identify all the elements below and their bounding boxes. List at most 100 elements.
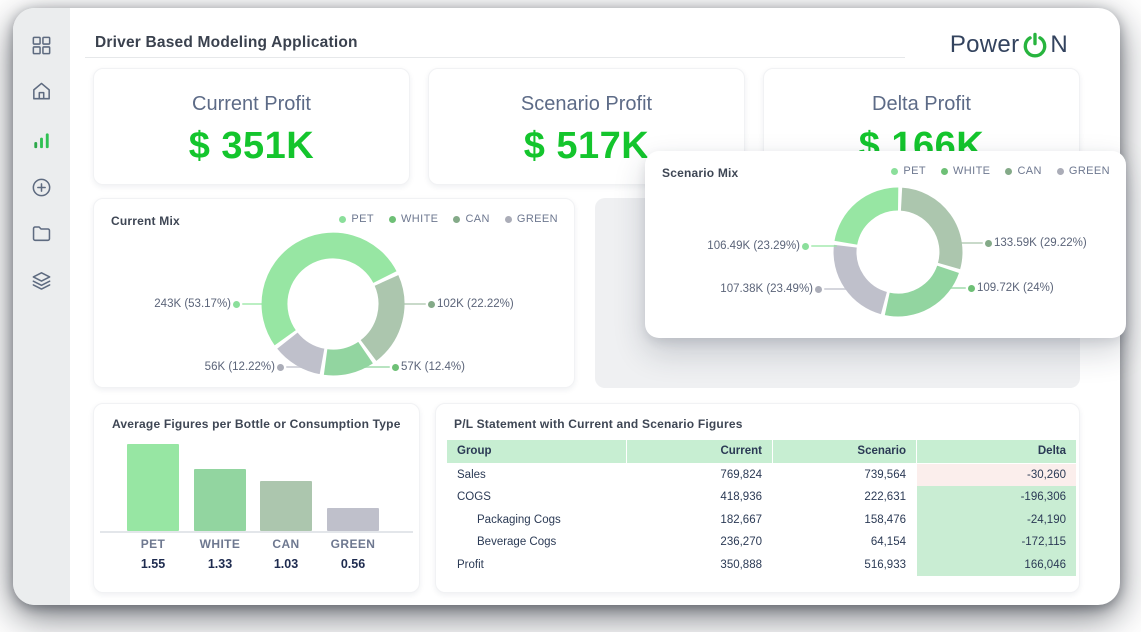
callout-line [824, 288, 850, 290]
page-title: Driver Based Modeling Application [95, 34, 358, 51]
table-cell-scenario: 222,631 [864, 491, 906, 503]
table-cell-current: 182,667 [720, 513, 762, 526]
sidebar-item-layers[interactable] [25, 263, 59, 297]
avg-figures-card: Average Figures per Bottle or Consumptio… [93, 403, 420, 593]
table-header-cell: Current [627, 440, 772, 463]
table-row: COGS 418,936 222,631 -196,306 [447, 486, 1076, 509]
donut-callout-pet: 243K (53.17%) [154, 296, 268, 312]
bar-can[interactable] [260, 481, 312, 531]
callout-line [242, 303, 268, 305]
table-cell-delta: -196,306 [917, 486, 1076, 509]
callout-label: 102K (22.22%) [437, 298, 514, 310]
sidebar-item-analytics[interactable] [25, 123, 59, 157]
legend-label: CAN [1017, 165, 1042, 177]
table-header-cell: Scenario [773, 440, 916, 463]
kpi-label: Delta Profit [872, 93, 971, 115]
legend-label: GREEN [516, 213, 558, 225]
callout-dot [802, 242, 809, 250]
legend-item-white[interactable]: WHITE [940, 165, 990, 177]
kpi-value: $ 517K [523, 125, 650, 167]
donut-segment-green[interactable] [832, 243, 889, 316]
table-header-cell: Delta [917, 440, 1076, 463]
chart-title: P/L Statement with Current and Scenario … [454, 417, 743, 431]
bar-value-green: 0.56 [340, 557, 366, 571]
legend-dot [940, 167, 948, 175]
callout-label: 243K (53.17%) [154, 298, 231, 310]
callout-line [957, 242, 983, 244]
home-icon [33, 82, 50, 99]
legend-item-can[interactable]: CAN [453, 213, 489, 225]
callout-dot [968, 284, 975, 292]
sidebar-item-files[interactable] [25, 216, 59, 250]
donut-segment-green[interactable] [275, 331, 326, 376]
sidebar-item-dashboard[interactable] [25, 28, 59, 62]
table-cell-delta: -30,260 [917, 463, 1076, 486]
chart-title: Current Mix [111, 214, 180, 228]
scenario-mix-card: Scenario Mix PET WHITE CAN GREEN 133.59K (29… [645, 151, 1126, 338]
chart-title: Average Figures per Bottle or Consumptio… [112, 417, 401, 431]
poweron-logo: Power N [950, 30, 1068, 60]
current-mix-card: Current Mix PET WHITE CAN GREEN 243K (53.17%… [93, 198, 575, 388]
kpi-label: Current Profit [192, 93, 311, 115]
table-header-row: Group Current Scenario Delta [447, 440, 1076, 463]
table-cell-delta: -172,115 [917, 531, 1076, 554]
table-cell-group: Profit [457, 558, 484, 571]
bar-value-white: 1.33 [207, 557, 233, 571]
table-cell-current: 418,936 [720, 491, 762, 503]
donut-callout-green: 107.38K (23.49%) [720, 281, 850, 297]
donut-segment-pet[interactable] [260, 231, 398, 347]
grid-icon [32, 36, 51, 54]
donut-segment-white[interactable] [322, 340, 375, 377]
table-cell-current: 769,824 [720, 468, 762, 481]
sidebar-item-add[interactable] [25, 170, 59, 204]
legend-item-green[interactable]: GREEN [504, 213, 558, 225]
bar-label-white: WHITE [199, 537, 241, 551]
bar-chart-icon [34, 132, 49, 148]
chart-legend: PET WHITE CAN GREEN [891, 165, 1110, 177]
callout-dot [392, 363, 399, 371]
table-cell-delta: -24,190 [917, 508, 1076, 531]
table-cell-group: COGS [457, 491, 491, 503]
callout-line [940, 287, 966, 289]
header-divider [85, 57, 905, 58]
legend-item-white[interactable]: WHITE [388, 213, 439, 225]
legend-dot [339, 215, 347, 223]
sidebar-item-home[interactable] [25, 74, 59, 108]
legend-dot [388, 215, 396, 223]
legend-label: WHITE [400, 213, 439, 225]
layers-icon [32, 271, 51, 290]
legend-dot [1005, 167, 1013, 175]
callout-label: 109.72K (24%) [977, 282, 1054, 294]
table-header-cell: Group [447, 440, 626, 463]
table-row: Beverage Cogs 236,270 64,154 -172,115 [447, 531, 1076, 554]
donut-segment-pet[interactable] [833, 186, 900, 246]
donut-callout-can: 133.59K (29.22%) [957, 235, 1087, 251]
sidebar [13, 8, 70, 605]
donut-segment-can[interactable] [899, 186, 964, 271]
callout-line [364, 366, 390, 368]
donut-segment-white[interactable] [883, 264, 961, 318]
legend-item-pet[interactable]: PET [891, 165, 926, 177]
legend-item-can[interactable]: CAN [1005, 165, 1041, 177]
donut-segment-can[interactable] [359, 273, 406, 363]
legend-item-pet[interactable]: PET [339, 213, 374, 225]
table-cell-group: Packaging Cogs [477, 513, 561, 526]
bar-green[interactable] [327, 508, 379, 531]
legend-item-green[interactable]: GREEN [1056, 165, 1110, 177]
bar-pet[interactable] [127, 444, 179, 531]
table-cell-scenario: 64,154 [870, 536, 906, 548]
pl-table-card: P/L Statement with Current and Scenario … [435, 403, 1080, 593]
table-row: Profit 350,888 516,933 166,046 [447, 553, 1076, 576]
table-cell-scenario: 158,476 [864, 513, 906, 526]
bar-white[interactable] [194, 469, 246, 531]
legend-label: PET [351, 213, 374, 225]
callout-dot [815, 285, 822, 293]
donut-callout-white: 109.72K (24%) [940, 280, 1054, 296]
bar-label-can: CAN [272, 537, 300, 551]
callout-label: 133.59K (29.22%) [994, 237, 1087, 249]
logo-text-power: Power [949, 31, 1020, 58]
callout-line [400, 303, 426, 305]
plus-circle-icon [32, 178, 51, 196]
kpi-card-current-profit: Current Profit $ 351K [93, 68, 410, 185]
legend-label: PET [903, 165, 926, 177]
